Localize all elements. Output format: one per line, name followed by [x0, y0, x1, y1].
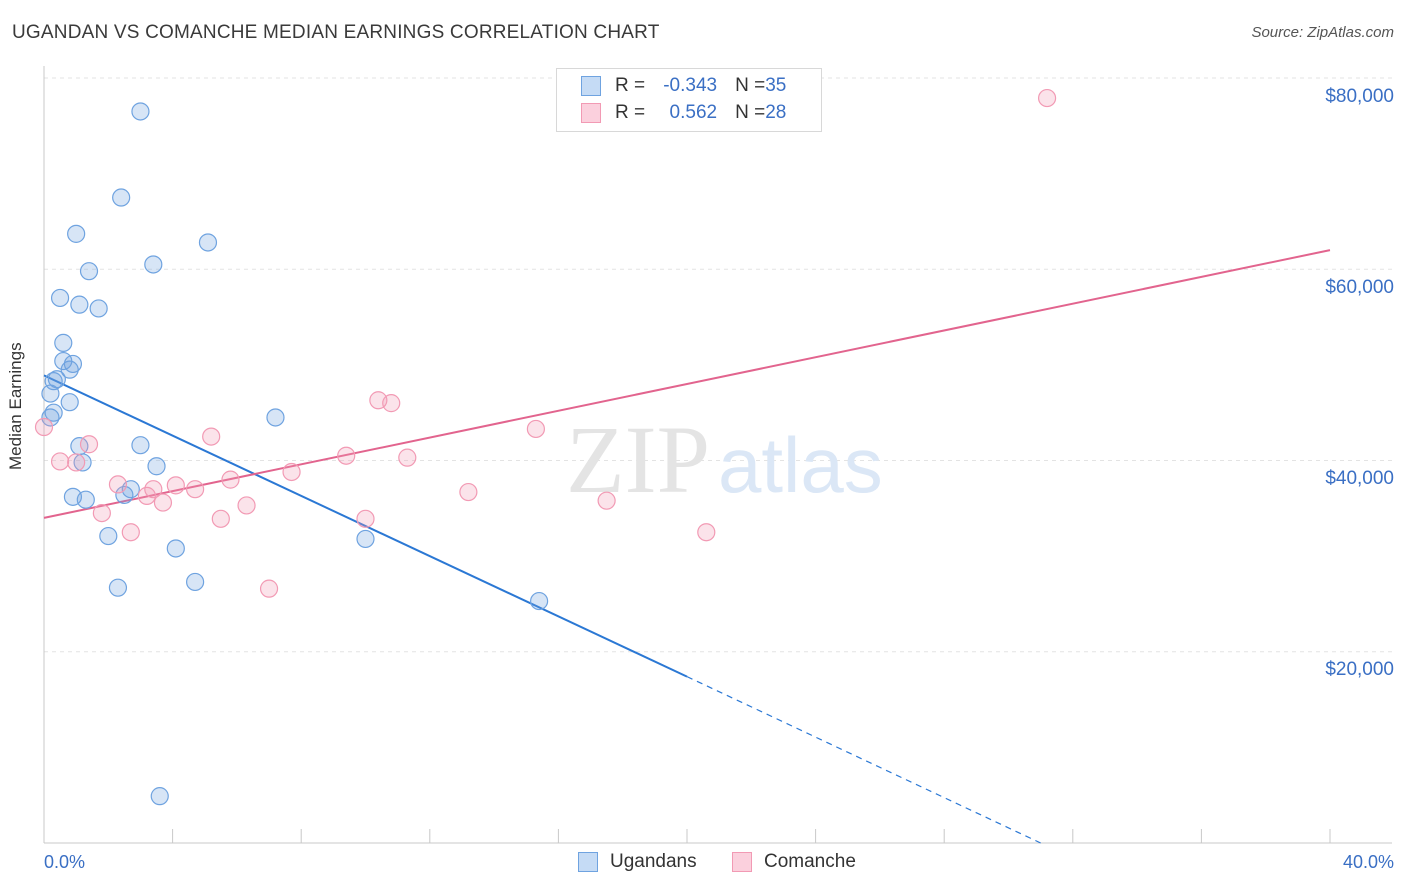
- ugandans-point: [144, 255, 163, 274]
- ugandans-point: [198, 233, 218, 252]
- y-tick-label: $80,000: [1325, 86, 1394, 107]
- comanche-point: [67, 453, 86, 472]
- y-tick-label: $60,000: [1325, 277, 1394, 298]
- r-label: R =: [615, 102, 646, 123]
- scatter-points: [34, 88, 1057, 806]
- comanche-point: [237, 496, 256, 515]
- comanche-point: [153, 493, 173, 512]
- ugandans-point: [41, 384, 60, 403]
- comanche-point: [211, 509, 230, 528]
- axes: [43, 66, 1392, 844]
- comanche-point: [337, 446, 356, 465]
- chart-title: UGANDAN VS COMANCHE MEDIAN EARNINGS CORR…: [12, 22, 660, 43]
- ugandans-point: [131, 436, 150, 455]
- legend-row-comanche: R = 0.562 N = 28: [581, 100, 786, 126]
- ugandans-point: [266, 408, 285, 427]
- legend-row-ugandans: R = -0.343 N = 35: [581, 73, 786, 99]
- comanche-point: [137, 486, 156, 505]
- comanche-point: [526, 419, 545, 439]
- bottom-legend-ugandans: Ugandans: [578, 851, 697, 873]
- comanche-point: [398, 448, 417, 467]
- n-value: 28: [765, 102, 787, 123]
- comanche-point: [259, 579, 279, 598]
- comanche-point: [108, 475, 128, 494]
- ugandans-point: [41, 408, 60, 427]
- comanche-legend-swatch: [732, 852, 752, 872]
- comanche-point: [144, 480, 163, 499]
- ugandans-point: [150, 787, 169, 806]
- trendlines: [43, 249, 1331, 844]
- comanche-legend-label: Comanche: [764, 851, 856, 872]
- ugandans-point: [186, 572, 205, 592]
- gridlines: [44, 77, 1392, 653]
- ugandans-swatch: [581, 76, 601, 96]
- y-axis-label: Median Earnings: [6, 342, 25, 470]
- source-credit: Source: ZipAtlas.com: [1251, 24, 1394, 41]
- x-tick-label-min: 0.0%: [44, 852, 86, 872]
- ugandans-legend-label: Ugandans: [610, 851, 697, 872]
- ugandans-point: [99, 526, 118, 546]
- comanche-point: [697, 523, 716, 542]
- ugandans-point: [54, 333, 73, 352]
- comanche-point: [1037, 88, 1057, 108]
- comanche-point: [282, 462, 301, 482]
- ugandans-point: [79, 262, 99, 281]
- ugandans-point: [76, 490, 95, 509]
- r-value: -0.343: [663, 75, 718, 96]
- ugandans-point: [115, 485, 134, 505]
- ugandans-legend-swatch: [578, 852, 598, 872]
- n-label: N =: [735, 75, 766, 96]
- ugandans-point: [89, 299, 108, 318]
- ugandans-trendline-extension: [686, 676, 1041, 844]
- comanche-point: [79, 435, 99, 454]
- ugandans-point: [166, 539, 185, 558]
- y-tick-label: $40,000: [1325, 468, 1394, 489]
- stats-legend: R = -0.343 N = 35 R = 0.562 N = 28: [556, 68, 822, 132]
- n-label: N =: [735, 102, 766, 123]
- comanche-point: [382, 394, 401, 413]
- r-value: 0.562: [664, 102, 718, 123]
- comanche-trendline: [43, 249, 1331, 519]
- comanche-point: [121, 523, 140, 542]
- comanche-point: [459, 482, 478, 502]
- ugandans-point: [70, 295, 89, 314]
- ugandans-point: [108, 578, 128, 597]
- comanche-point: [221, 470, 240, 489]
- ugandans-point: [147, 457, 166, 476]
- comanche-point: [166, 476, 185, 495]
- r-label: R =: [615, 75, 646, 96]
- watermark-zip: ZIP: [566, 406, 710, 513]
- ugandans-point: [356, 529, 375, 549]
- comanche-swatch: [581, 103, 601, 123]
- ugandans-point: [131, 102, 150, 121]
- watermark-atlas: atlas: [718, 421, 883, 509]
- comanche-point: [34, 417, 54, 437]
- comanche-point: [597, 491, 616, 510]
- ugandans-point: [530, 591, 549, 611]
- ugandans-point: [73, 453, 92, 472]
- ugandans-trendline: [43, 374, 688, 678]
- comanche-point: [202, 427, 221, 446]
- comanche-point: [50, 452, 70, 471]
- ugandans-point: [60, 360, 79, 379]
- x-tick-label-max: 40.0%: [1342, 852, 1394, 872]
- comanche-point: [92, 503, 111, 523]
- comanche-point: [186, 480, 205, 499]
- ugandans-point: [60, 393, 79, 412]
- y-tick-label: $20,000: [1325, 659, 1394, 680]
- n-value: 35: [765, 75, 787, 96]
- ugandans-point: [50, 288, 70, 308]
- bottom-legend-comanche: Comanche: [732, 851, 856, 873]
- ugandans-point: [112, 188, 131, 207]
- ugandans-point: [67, 224, 86, 243]
- comanche-point: [356, 509, 375, 528]
